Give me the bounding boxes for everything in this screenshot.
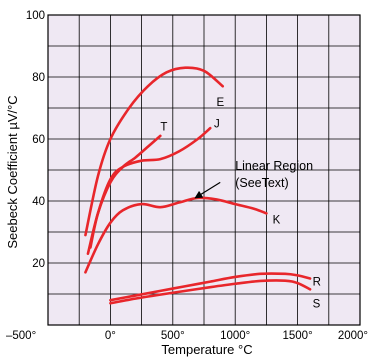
x-tick-label: 500° <box>161 330 185 342</box>
y-tick-label: 20 <box>32 258 45 270</box>
series-label-e: E <box>216 97 224 109</box>
series-label-s: S <box>313 298 321 310</box>
series-label-j: J <box>214 119 220 131</box>
y-tick-label: 80 <box>32 72 45 84</box>
x-tick-labels: –500° 0° 500° 1000° 1500° 2000° <box>6 330 368 342</box>
series-line-j <box>89 126 212 249</box>
series-line-r <box>109 272 312 302</box>
series-line-e <box>84 66 225 237</box>
series-line-k <box>84 196 268 274</box>
plot-frame <box>47 14 361 326</box>
series-label-t: T <box>160 122 167 134</box>
y-tick-label: 40 <box>32 196 45 208</box>
series-label-r: R <box>313 277 321 289</box>
y-axis-label: Seebeck Coefficient µV/°C <box>5 95 20 248</box>
x-tick-label: 2000° <box>338 330 368 342</box>
series-label-k: K <box>273 215 281 227</box>
annotation-arrow <box>194 181 221 199</box>
x-axis-label: Temperature °C <box>161 342 252 357</box>
series-layer <box>84 66 312 305</box>
y-tick-label: 100 <box>26 10 45 22</box>
x-tick-label: 1500° <box>283 330 313 342</box>
y-tick-labels: 20 40 60 80 100 <box>26 10 45 270</box>
x-tick-label: 1000° <box>220 330 250 342</box>
series-labels: E T J K RS <box>160 97 321 310</box>
x-tick-label: 0° <box>105 330 116 342</box>
y-tick-label: 60 <box>32 134 45 146</box>
annotation-text: (SeeText) <box>235 176 289 190</box>
series-line-s <box>109 279 312 305</box>
annotation-layer: Linear Region (SeeText) <box>194 159 313 199</box>
x-tick-label: –500° <box>6 330 36 342</box>
annotation-text: Linear Region <box>235 159 313 173</box>
